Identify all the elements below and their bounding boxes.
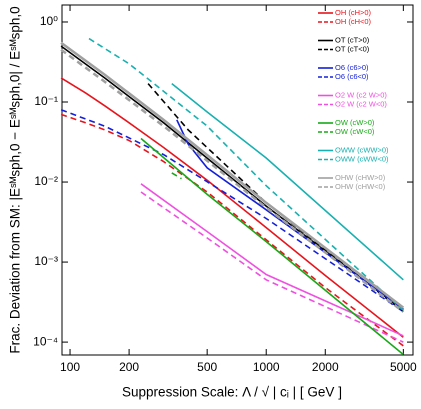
legend-label: OHW (cHW<0) [335, 182, 386, 191]
series-line [171, 82, 404, 281]
x-tick-label: 200 [119, 360, 139, 374]
series-line [60, 48, 405, 313]
x-tick-label: 2000 [312, 360, 339, 374]
x-tick-label: 100 [60, 360, 80, 374]
y-tick-label: 10⁻³ [34, 254, 58, 268]
legend-label: O6 (c6<0) [335, 72, 369, 81]
legend-label: OHW (cHW>0) [335, 173, 386, 182]
legend-label: OWW (cWW>0) [335, 145, 389, 154]
series-line [60, 109, 404, 313]
plot-frame [61, 4, 414, 356]
series-line [171, 172, 182, 180]
x-tick-label: 1000 [253, 360, 280, 374]
legend-label: OH (cH<0) [335, 17, 372, 26]
series-line [88, 37, 404, 311]
x-axis-label: Suppression Scale: Λ / √ | cᵢ | [ GeV ] [122, 385, 342, 400]
series-line [60, 113, 404, 347]
series-line [147, 83, 404, 313]
series-line [140, 191, 404, 343]
legend-label: O2 W (c2 W>0) [335, 90, 387, 99]
y-tick-label: 10⁰ [40, 14, 58, 28]
legend-label: OT (cT<0) [335, 44, 370, 53]
legend-label: OH (cH>0) [335, 8, 372, 17]
series-line [140, 183, 404, 337]
x-tick-label: 500 [197, 360, 217, 374]
series-line [140, 137, 404, 356]
legend-label: OWW (cWW<0) [335, 154, 389, 163]
legend-label: OW (cW<0) [335, 127, 375, 136]
legend-label: OT (cT>0) [335, 35, 370, 44]
y-tick-label: 10⁻¹ [34, 94, 58, 108]
series-line [60, 77, 404, 338]
y-axis-label: Frac. Deviation from SM: |Eˢᴹsph,0 − Eˢᴹ… [8, 6, 23, 353]
series-line [60, 41, 405, 309]
x-tick-label: 5000 [390, 360, 417, 374]
legend-label: O2 W (c2 W<0) [335, 99, 387, 108]
legend-label: O6 (c6>0) [335, 63, 369, 72]
legend-label: OW (cW>0) [335, 118, 375, 127]
y-tick-label: 10⁻² [34, 174, 58, 188]
y-tick-label: 10⁻⁴ [33, 334, 58, 348]
